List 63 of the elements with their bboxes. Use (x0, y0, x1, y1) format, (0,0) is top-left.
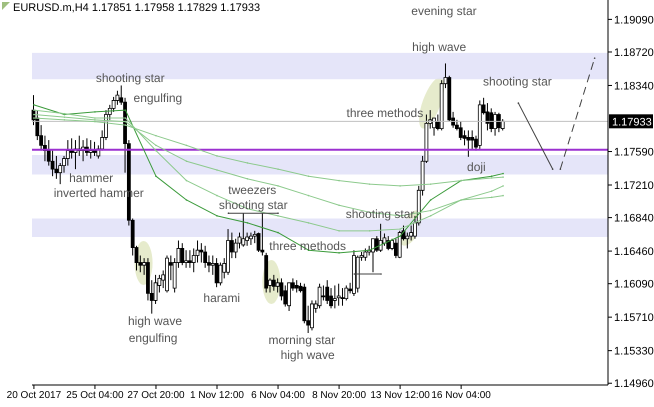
ref-line-label: 1.17933 (612, 116, 652, 128)
candlestick (294, 280, 299, 293)
y-tick-label: 1.15710 (614, 312, 654, 324)
x-tick-label: 16 Nov 04:00 (431, 390, 492, 402)
candlestick (371, 238, 375, 273)
candlestick (188, 250, 192, 268)
y-tick-label: 1.16090 (614, 278, 654, 291)
x-tick-label: 6 Nov 04:00 (251, 390, 306, 402)
candlestick (318, 283, 322, 309)
annotation: shooting star (483, 74, 552, 88)
annotation: morning star (268, 333, 336, 347)
candlestick (54, 155, 58, 180)
candlestick (203, 245, 208, 268)
x-tick-label: 27 Oct 20:00 (127, 390, 186, 402)
annotation: evening star (411, 4, 477, 18)
annotation: doji (467, 160, 486, 174)
y-tick-label: 1.14960 (614, 378, 654, 390)
annotation: engulfing (134, 91, 182, 105)
annotation: high wave (128, 314, 182, 328)
y-tick-label: 1.15330 (614, 346, 654, 358)
annotation: three methods (346, 106, 424, 120)
annotation: three methods (269, 239, 346, 253)
annotation: high wave (280, 348, 335, 362)
annotation: shooting star (96, 71, 165, 85)
annotation: tweezers (228, 183, 276, 197)
candlestick (214, 258, 218, 288)
candlestick (363, 248, 368, 262)
candlestick (340, 288, 344, 306)
annotation: high wave (412, 40, 467, 54)
candlestick (218, 262, 222, 286)
candlestick (336, 283, 341, 306)
chart-title: EURUSD.m,H4 1.17851 1.17958 1.17829 1.17933 (13, 2, 260, 14)
candlestick (276, 278, 280, 293)
candlestick (310, 300, 314, 331)
candlestick (466, 130, 470, 158)
annotation: engulfing (128, 331, 178, 345)
candlestick (493, 111, 497, 136)
candlestick (184, 250, 188, 268)
candlestick (241, 212, 246, 248)
line-series (33, 110, 504, 232)
y-tick-label: 1.17210 (614, 180, 654, 192)
candlestick (325, 280, 330, 304)
candlestick (470, 130, 474, 150)
annotation: harami (203, 291, 240, 305)
x-tick-label: 20 Oct 2017 (6, 390, 62, 402)
candlestick (287, 282, 291, 312)
candlestick (332, 284, 337, 309)
candlestick (180, 242, 184, 266)
x-tick-label: 25 Oct 04:00 (66, 390, 124, 402)
candlestick (378, 223, 383, 252)
y-tick-label: 1.16840 (614, 212, 654, 225)
y-tick-label: 1.16460 (614, 246, 654, 258)
candlestick (249, 232, 253, 246)
candlestick (496, 112, 501, 133)
x-tick-label: 8 Nov 20:00 (312, 390, 366, 402)
line-series (33, 104, 504, 254)
y-tick-label: 1.18720 (614, 46, 654, 59)
x-tick-label: 1 Nov 12:00 (190, 390, 244, 402)
annotation: hammer (69, 171, 114, 185)
y-tick-label: 1.18340 (614, 80, 654, 92)
x-tick-label: 13 Nov 12:00 (370, 390, 430, 402)
y-tick-label: 1.17590 (614, 146, 654, 158)
y-tick-label: 1.19090 (614, 14, 654, 26)
